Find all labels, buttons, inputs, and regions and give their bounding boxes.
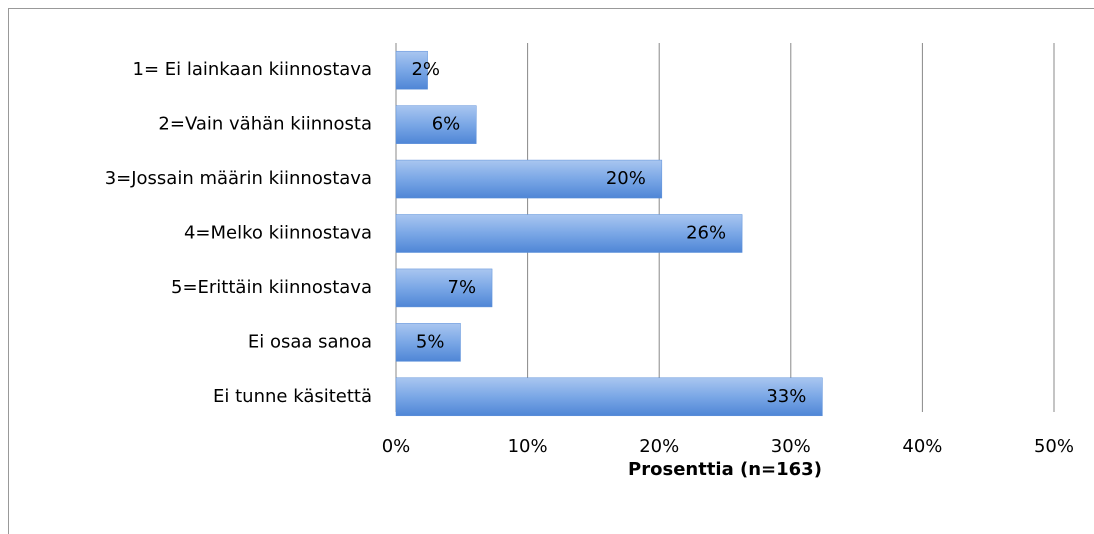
value-label: 5%: [416, 331, 445, 352]
value-label: 7%: [448, 277, 477, 298]
bar: [395, 50, 428, 90]
x-tick-label: 30%: [771, 436, 811, 457]
bar: [395, 159, 663, 199]
x-tick-label: 50%: [1034, 436, 1074, 457]
value-label: 33%: [766, 386, 806, 407]
value-label: 6%: [432, 114, 461, 135]
bar: [395, 214, 743, 253]
bar: [395, 268, 493, 308]
chart-frame: [8, 8, 1094, 534]
value-label: 20%: [606, 168, 646, 189]
bar: [395, 105, 477, 144]
x-tick-label: 40%: [902, 436, 942, 457]
x-axis-title: Prosenttia (n=163): [628, 459, 822, 480]
bar: [395, 377, 823, 417]
y-tick-label: 5=Erittäin kiinnostava: [171, 277, 372, 298]
value-label: 2%: [411, 59, 440, 80]
y-tick-label: Ei osaa sanoa: [248, 331, 372, 352]
x-tick-label: 0%: [382, 436, 411, 457]
y-tick-label: 1= Ei lainkaan kiinnostava: [133, 59, 373, 80]
y-tick-label: 3=Jossain määrin kiinnostava: [105, 168, 372, 189]
y-tick-label: 4=Melko kiinnostava: [184, 223, 372, 244]
x-tick-label: 20%: [639, 436, 679, 457]
bar: [395, 323, 461, 362]
y-tick-label: Ei tunne käsitettä: [213, 386, 372, 407]
x-tick-label: 10%: [508, 436, 548, 457]
y-tick-label: 2=Vain vähän kiinnosta: [158, 114, 372, 135]
value-label: 26%: [686, 223, 726, 244]
